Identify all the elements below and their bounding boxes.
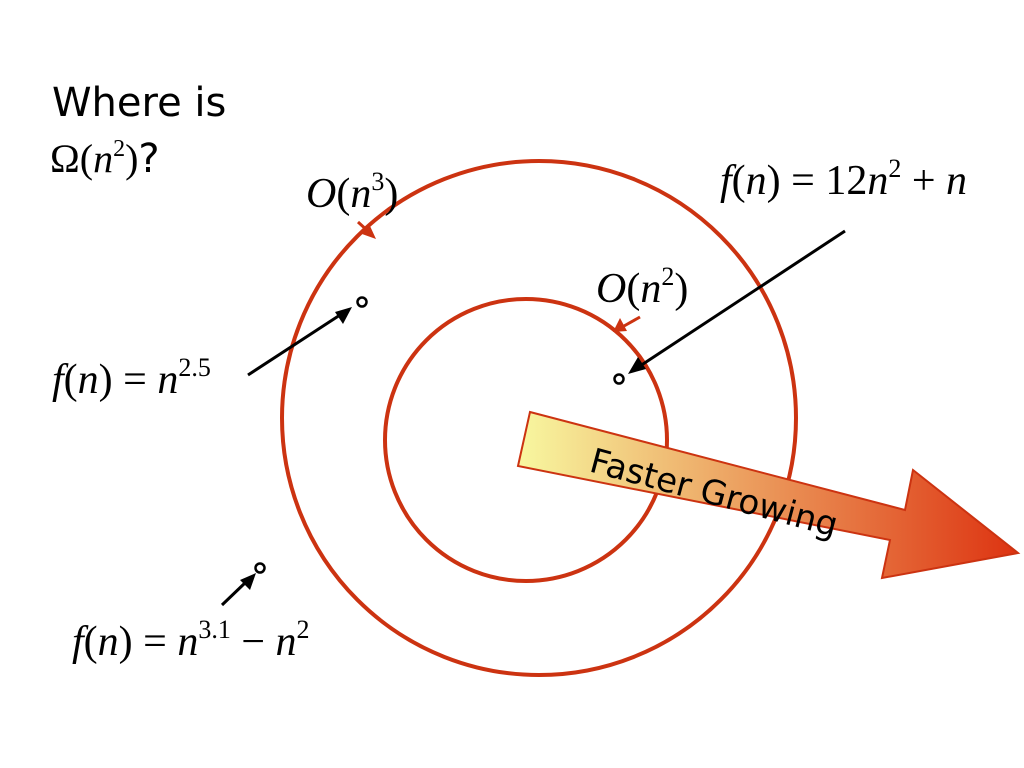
inner-set-open: ( — [626, 266, 640, 312]
inner-set-label: O(n2) — [596, 262, 688, 312]
outer-set-label-arrow — [356, 220, 376, 239]
question-open-paren: ( — [80, 136, 93, 181]
question-line1: Where is — [52, 80, 226, 126]
quadratic-function-label: f(n) = 12n2 + n — [720, 154, 967, 204]
n31-minus: − — [231, 619, 276, 665]
question-line2: Ω(n2)? — [50, 136, 160, 182]
quad-lparen: ( — [732, 158, 746, 204]
n31-rhs: ) = — [119, 619, 178, 665]
question-close-paren: ) — [125, 136, 138, 181]
faster-growing-arrow: Faster Growing — [516, 410, 1021, 580]
question-mark: ? — [138, 136, 159, 182]
n25-point — [356, 296, 368, 308]
n31-pointer-arrow — [220, 573, 256, 607]
quad-n3: n — [946, 158, 967, 204]
n31-point — [254, 562, 266, 574]
quad-n: n — [746, 158, 767, 204]
inner-circle-o-n2 — [383, 297, 669, 583]
inner-set-var: n — [640, 266, 661, 312]
outer-set-exp: 3 — [371, 167, 384, 196]
inner-set-exp: 2 — [661, 262, 674, 291]
question-var: n — [93, 136, 113, 181]
n31-exp2: 2 — [297, 615, 310, 644]
quadratic-point — [613, 373, 625, 385]
question-exponent: 2 — [113, 136, 125, 162]
n31-function-label: f(n) = n3.1 − n2 — [72, 615, 310, 665]
n25-n: n — [78, 357, 99, 403]
quad-exp: 2 — [888, 154, 901, 183]
n25-function-label: f(n) = n2.5 — [52, 353, 211, 403]
quad-n2: n — [867, 158, 888, 204]
outer-set-var: n — [350, 171, 371, 217]
outer-set-close: ) — [384, 171, 398, 217]
n31-n: n — [98, 619, 119, 665]
n31-exp: 3.1 — [198, 615, 231, 644]
n31-lparen: ( — [84, 619, 98, 665]
n25-rhs: ) = — [99, 357, 158, 403]
outer-circle-o-n3 — [280, 159, 798, 677]
quad-plus: + — [901, 158, 946, 204]
quad-rhs: ) = 12 — [767, 158, 868, 204]
n25-pointer-arrow — [247, 307, 352, 377]
n25-exp: 2.5 — [178, 353, 211, 382]
quadratic-pointer-arrow — [628, 229, 846, 374]
inner-set-close: ) — [674, 266, 688, 312]
omega-symbol: Ω — [50, 136, 80, 181]
n31-n2: n — [177, 619, 198, 665]
inner-set-label-arrow — [613, 315, 641, 332]
outer-set-open: ( — [336, 171, 350, 217]
n25-n2: n — [157, 357, 178, 403]
outer-set-O: O — [306, 171, 336, 217]
n25-lparen: ( — [64, 357, 78, 403]
outer-set-label: O(n3) — [306, 167, 398, 217]
inner-set-O: O — [596, 266, 626, 312]
n31-n3: n — [276, 619, 297, 665]
